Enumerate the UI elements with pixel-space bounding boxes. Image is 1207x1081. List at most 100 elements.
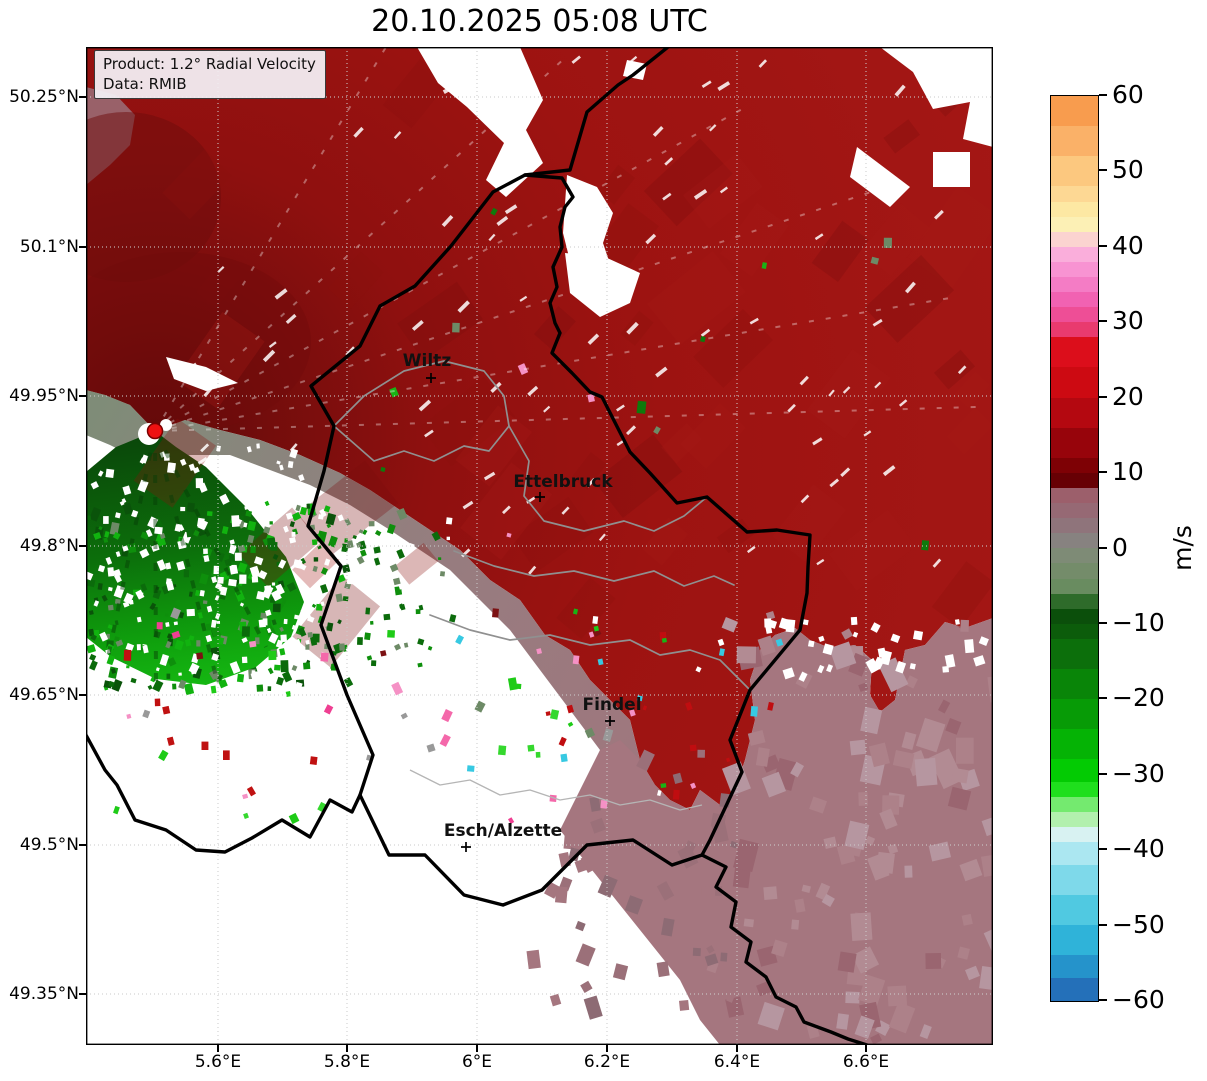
lat-tick bbox=[79, 545, 86, 547]
colorbar-segment bbox=[1051, 548, 1098, 564]
colorbar-segment bbox=[1051, 699, 1098, 730]
lat-tick-label: 50.1°N bbox=[19, 237, 79, 257]
colorbar-tick-label: −20 bbox=[1112, 683, 1165, 713]
colorbar-segment bbox=[1051, 261, 1098, 277]
lon-tick-label: 6.6°E bbox=[842, 1052, 890, 1072]
colorbar-tick bbox=[1099, 848, 1107, 851]
colorbar-segment bbox=[1051, 156, 1098, 187]
colorbar-segment bbox=[1051, 246, 1098, 262]
colorbar-tick-label: 20 bbox=[1112, 381, 1144, 411]
radar-dot-icon bbox=[146, 422, 164, 440]
inbound-beam-spokes bbox=[104, 430, 268, 688]
near-radar-dark-patch2 bbox=[51, 252, 311, 432]
city-label: Findel bbox=[582, 695, 641, 715]
colorbar-tick-label: 60 bbox=[1112, 80, 1144, 109]
lat-tick bbox=[79, 246, 86, 248]
lat-tick bbox=[79, 694, 86, 696]
city-marker-icon bbox=[461, 842, 471, 852]
canton-borders bbox=[333, 360, 751, 691]
city-label: Ettelbruck bbox=[513, 472, 613, 492]
colorbar-segment bbox=[1051, 322, 1098, 338]
belgium-germany-border bbox=[523, 45, 670, 177]
colorbar-unit-label: m/s bbox=[1168, 525, 1197, 571]
lon-tick-label: 6°E bbox=[461, 1052, 493, 1072]
colorbar-segment bbox=[1051, 186, 1098, 202]
map-canvas: Wiltz Ettelbruck Findel Esch/Alzette bbox=[31, 45, 1009, 1047]
lat-tick bbox=[79, 993, 86, 995]
lon-tick bbox=[217, 1045, 219, 1052]
lat-tick bbox=[79, 96, 86, 98]
lon-tick bbox=[736, 1045, 738, 1052]
colorbar-segment bbox=[1051, 457, 1098, 473]
colorbar-segment bbox=[1051, 307, 1098, 323]
colorbar-segment bbox=[1051, 623, 1098, 639]
lon-tick-label: 5.8°E bbox=[323, 1052, 371, 1072]
colorbar-segment bbox=[1051, 608, 1098, 624]
colorbar-segment bbox=[1051, 201, 1098, 217]
colorbar-segment bbox=[1051, 759, 1098, 783]
colorbar-segment bbox=[1051, 593, 1098, 609]
city-annotations: Wiltz Ettelbruck Findel Esch/Alzette bbox=[403, 351, 642, 852]
lon-tick bbox=[865, 1045, 867, 1052]
colorbar-segment bbox=[1051, 638, 1098, 669]
colorbar-tick bbox=[1099, 772, 1107, 775]
lat-tick-label: 49.8°N bbox=[19, 536, 79, 556]
city-marker-icon bbox=[426, 373, 436, 383]
colorbar-tick-label: 40 bbox=[1112, 230, 1144, 260]
colorbar-tick bbox=[1099, 395, 1107, 398]
colorbar-segment bbox=[1051, 563, 1098, 579]
lon-tick bbox=[606, 1045, 608, 1052]
colorbar-tick-label: 50 bbox=[1112, 155, 1144, 185]
city-marker-icon bbox=[535, 492, 545, 502]
colorbar-tick bbox=[1099, 320, 1107, 323]
city-ettelbruck: Ettelbruck bbox=[513, 472, 613, 502]
colorbar-tick-label: −50 bbox=[1112, 909, 1165, 939]
city-wiltz: Wiltz bbox=[403, 351, 452, 383]
colorbar-tick bbox=[1099, 697, 1107, 700]
colorbar-tick-label: 30 bbox=[1112, 306, 1144, 336]
lat-tick-label: 49.95°N bbox=[9, 386, 79, 406]
product-label: Product: 1.2° Radial Velocity bbox=[103, 55, 316, 73]
lon-tick-label: 5.6°E bbox=[194, 1052, 242, 1072]
figure-title: 20.10.2025 05:08 UTC bbox=[371, 4, 708, 39]
radar-site-marker bbox=[138, 419, 172, 445]
colorbar-tick bbox=[1099, 244, 1107, 247]
lat-tick bbox=[79, 395, 86, 397]
colorbar-tick bbox=[1099, 621, 1107, 624]
colorbar-segment bbox=[1051, 978, 1098, 1001]
colorbar-tick bbox=[1099, 94, 1107, 96]
colorbar-segment bbox=[1051, 518, 1098, 534]
city-label: Wiltz bbox=[403, 351, 452, 371]
colorbar-segment bbox=[1051, 503, 1098, 519]
radar-noise-speckles bbox=[83, 55, 1009, 1045]
colorbar-segment bbox=[1051, 895, 1098, 926]
low-positive-velocity-region bbox=[560, 618, 993, 1045]
lat-tick-label: 49.35°N bbox=[9, 984, 79, 1004]
colorbar-segment bbox=[1051, 842, 1098, 865]
germany-france-border bbox=[700, 853, 869, 1047]
colorbar-tick-label: −10 bbox=[1112, 607, 1165, 637]
colorbar-tick-label: −60 bbox=[1112, 985, 1165, 1014]
lat-tick-label: 50.25°N bbox=[9, 87, 79, 107]
lon-tick-label: 6.2°E bbox=[583, 1052, 631, 1072]
colorbar-segment bbox=[1051, 367, 1098, 398]
no-data-patches bbox=[166, 47, 993, 391]
lat-tick-label: 49.5°N bbox=[19, 835, 79, 855]
colorbar-segment bbox=[1051, 231, 1098, 247]
colorbar-tick-label: −40 bbox=[1112, 834, 1165, 864]
product-info-box: Product: 1.2° Radial Velocity Data: RMIB bbox=[94, 50, 326, 99]
colorbar-segment bbox=[1051, 96, 1098, 127]
velocity-colorbar bbox=[1050, 95, 1099, 1002]
city-esch-alzette: Esch/Alzette bbox=[444, 821, 562, 852]
colorbar-tick bbox=[1099, 471, 1107, 474]
colorbar-segment bbox=[1051, 216, 1098, 232]
axes-frame bbox=[85, 46, 993, 1045]
colorbar-segment bbox=[1051, 782, 1098, 798]
lat-tick bbox=[79, 844, 86, 846]
lon-tick bbox=[476, 1045, 478, 1052]
lon-tick bbox=[346, 1045, 348, 1052]
radar-beam-spokes bbox=[154, 46, 977, 432]
colorbar-segment bbox=[1051, 865, 1098, 896]
colorbar-segment bbox=[1051, 337, 1098, 368]
city-findel: Findel bbox=[582, 695, 642, 726]
